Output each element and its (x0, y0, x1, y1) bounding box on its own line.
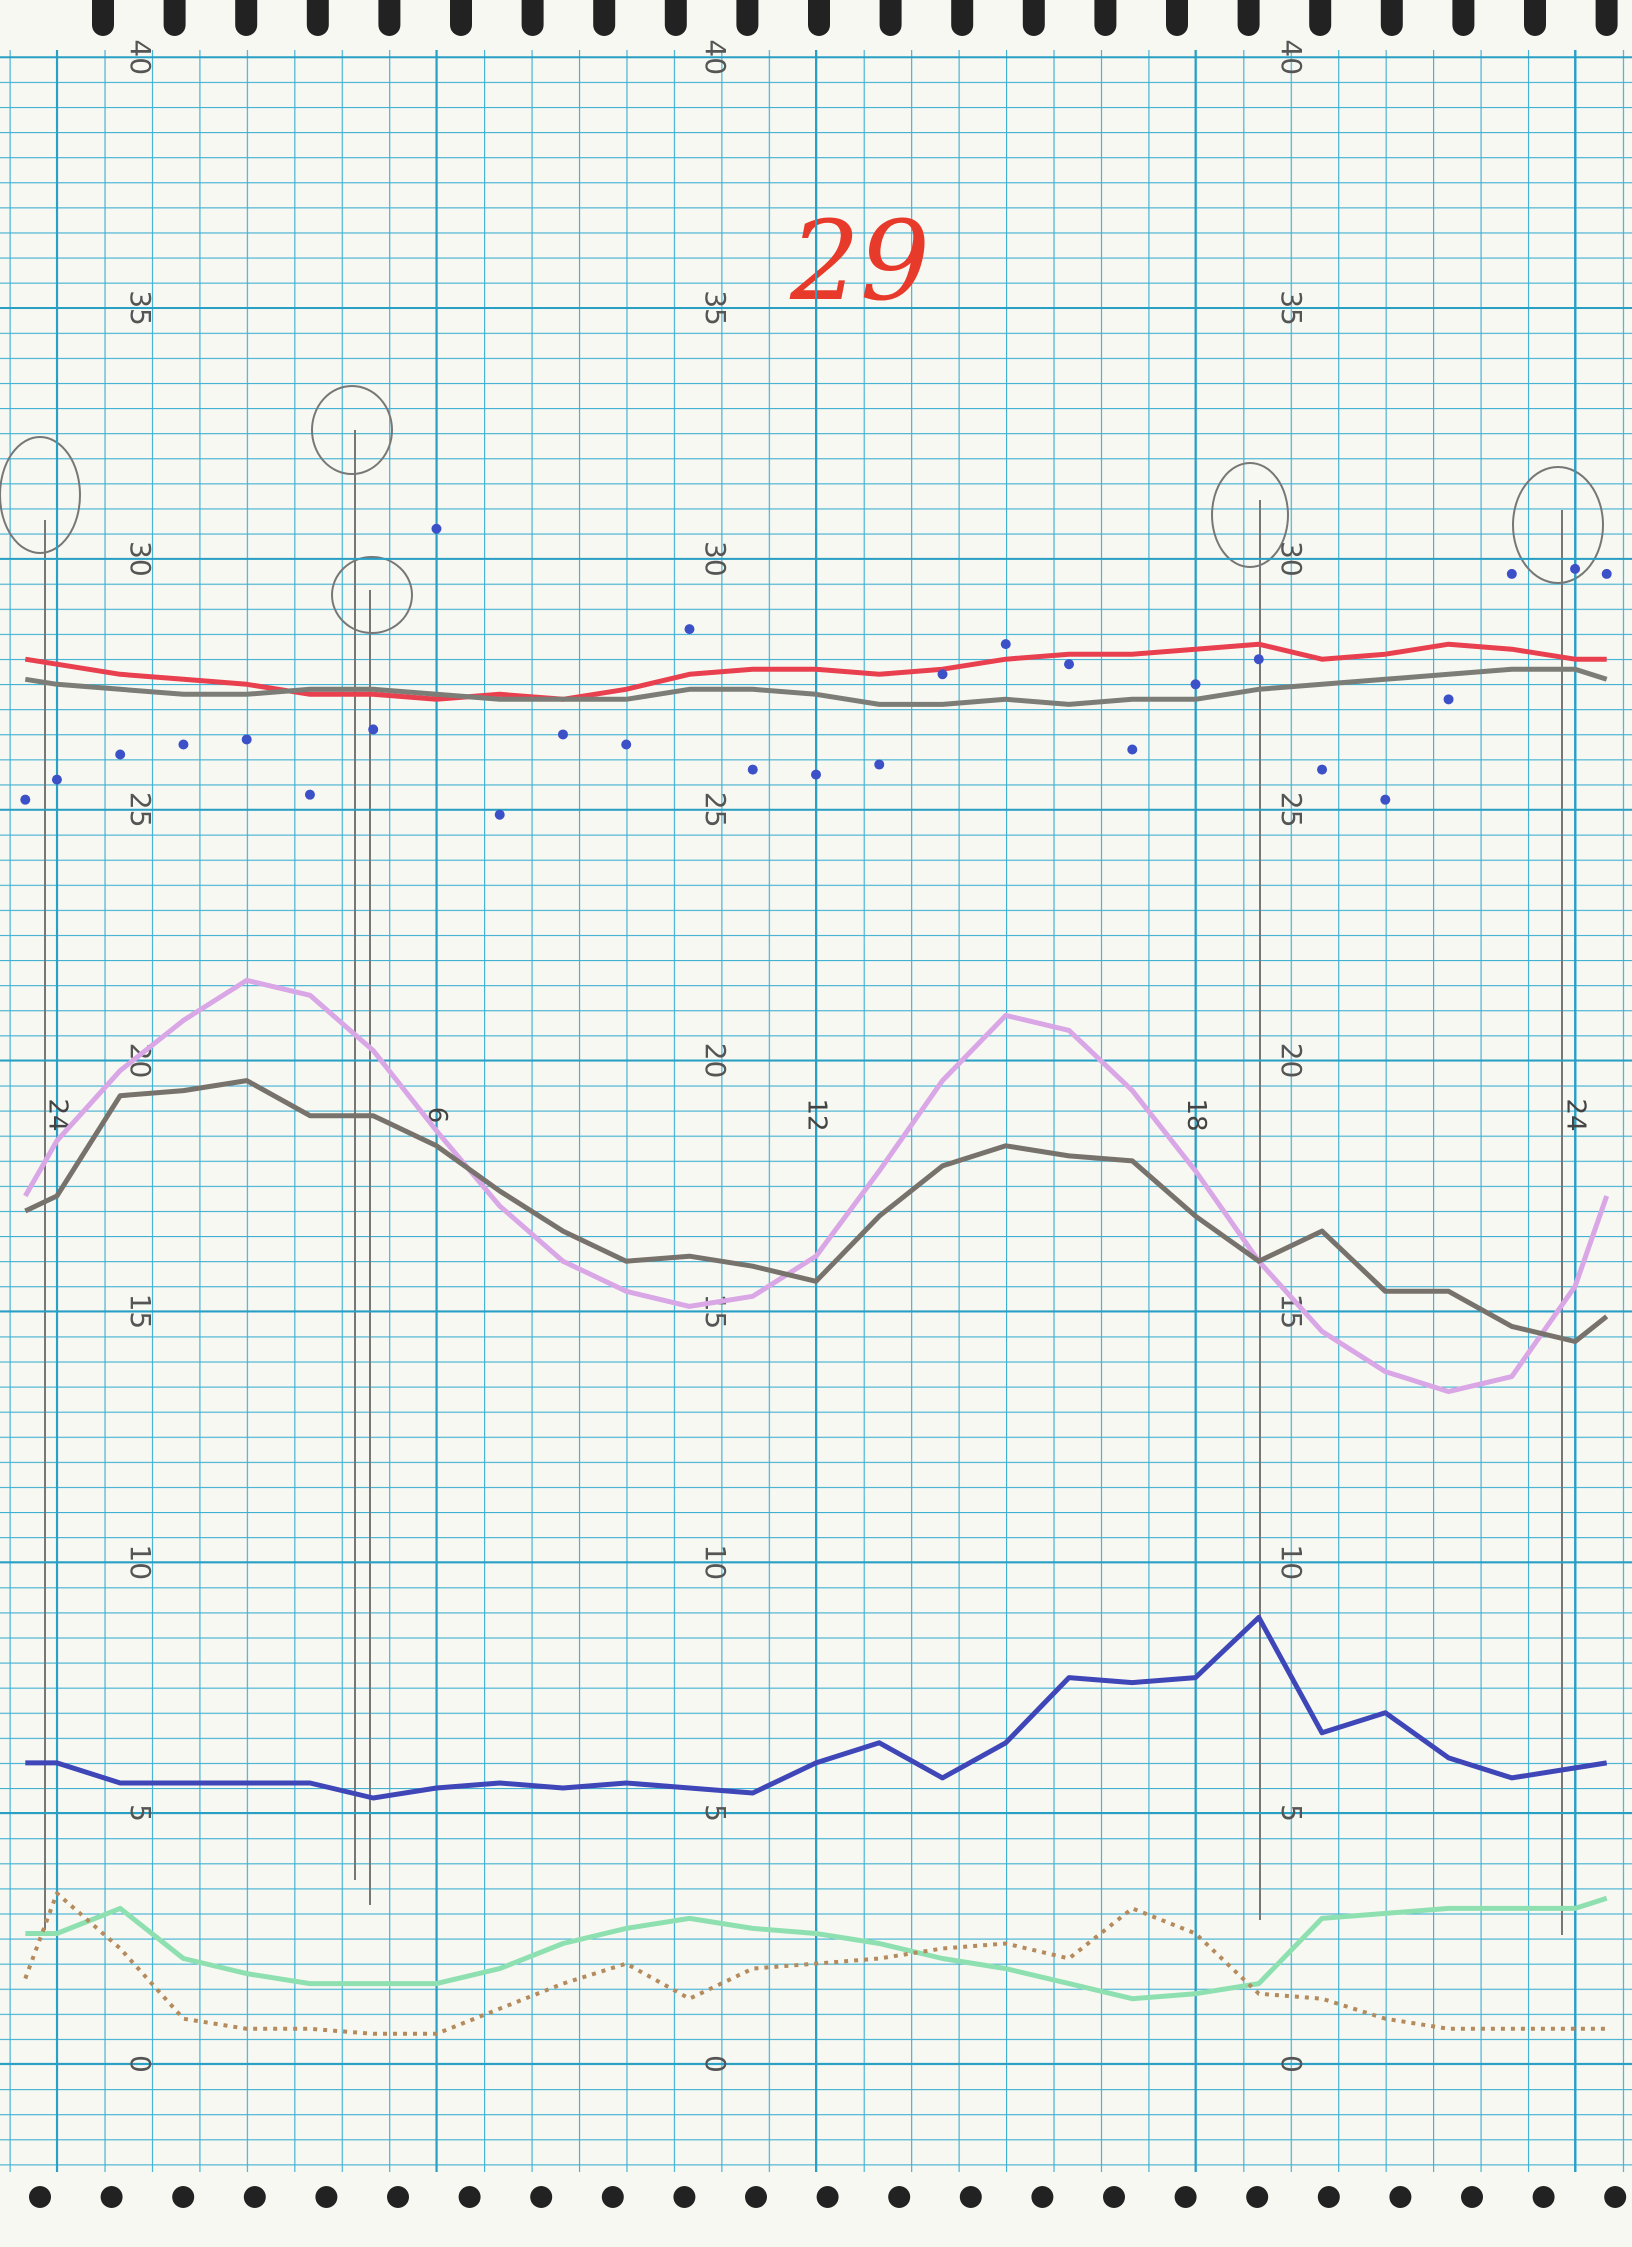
y-tick-label: 40 (124, 39, 157, 75)
data-point (1601, 568, 1612, 579)
y-tick-label: 15 (124, 1294, 157, 1330)
series-line (23, 977, 1610, 1395)
data-point (874, 759, 885, 770)
y-tick-label: 40 (1275, 39, 1308, 75)
y-tick-label: 0 (699, 2055, 732, 2073)
data-point (747, 764, 758, 775)
y-tick-label: 35 (124, 290, 157, 326)
y-tick-label: 10 (1275, 1544, 1308, 1580)
x-tick-label: 24 (1561, 1098, 1591, 1131)
y-tick-label: 30 (1275, 541, 1308, 577)
y-tick-label: 10 (124, 1544, 157, 1580)
data-point (937, 669, 948, 680)
y-tick-label: 25 (124, 792, 157, 828)
series-line (24, 641, 1607, 702)
data-point (51, 774, 62, 785)
series-line (24, 1078, 1609, 1344)
data-point (1190, 679, 1201, 690)
data-point (241, 734, 252, 745)
data-point (1317, 764, 1328, 775)
y-tick-label: 30 (699, 541, 732, 577)
data-point (1443, 694, 1454, 705)
data-point (178, 739, 189, 750)
perforations (29, 0, 1627, 2208)
data-point (1506, 568, 1517, 579)
y-tick-label: 5 (124, 1804, 157, 1822)
data-point (431, 523, 442, 534)
data-point (1380, 794, 1391, 805)
y-tick-label: 0 (1275, 2055, 1308, 2073)
data-point (1127, 744, 1138, 755)
data-point (20, 794, 31, 805)
y-tick-label: 40 (699, 39, 732, 75)
y-tick-label: 25 (1275, 792, 1308, 828)
y-tick-label: 5 (699, 1804, 732, 1822)
y-tick-label: 25 (699, 792, 732, 828)
series-line (24, 666, 1608, 707)
x-tick-label: 18 (1181, 1098, 1211, 1131)
y-tick-label: 30 (124, 541, 157, 577)
pencil-markers (0, 385, 1604, 1935)
data-point (368, 724, 379, 735)
y-tick-label: 20 (1275, 1043, 1308, 1079)
series-line (23, 1891, 1607, 2036)
data-point (621, 739, 632, 750)
data-point (684, 624, 695, 635)
y-tick-label: 20 (699, 1043, 732, 1079)
annotation: 29 (789, 197, 930, 325)
data-point (494, 809, 505, 820)
data-point (1064, 659, 1075, 670)
y-tick-label: 10 (699, 1544, 732, 1580)
series-line (25, 1895, 1608, 2002)
data-point (1570, 563, 1581, 574)
y-tick-label: 35 (1275, 290, 1308, 326)
data-point (304, 789, 315, 800)
y-tick-label: 35 (699, 290, 732, 326)
data-point (1253, 654, 1264, 665)
y-tick-label: 0 (124, 2055, 157, 2073)
x-tick-label: 12 (802, 1098, 832, 1131)
series-line (25, 1614, 1608, 1801)
data-point (557, 729, 568, 740)
data-point (1000, 639, 1011, 650)
data-point (811, 769, 821, 780)
data-point (115, 749, 126, 760)
y-tick-label: 5 (1275, 1804, 1308, 1822)
